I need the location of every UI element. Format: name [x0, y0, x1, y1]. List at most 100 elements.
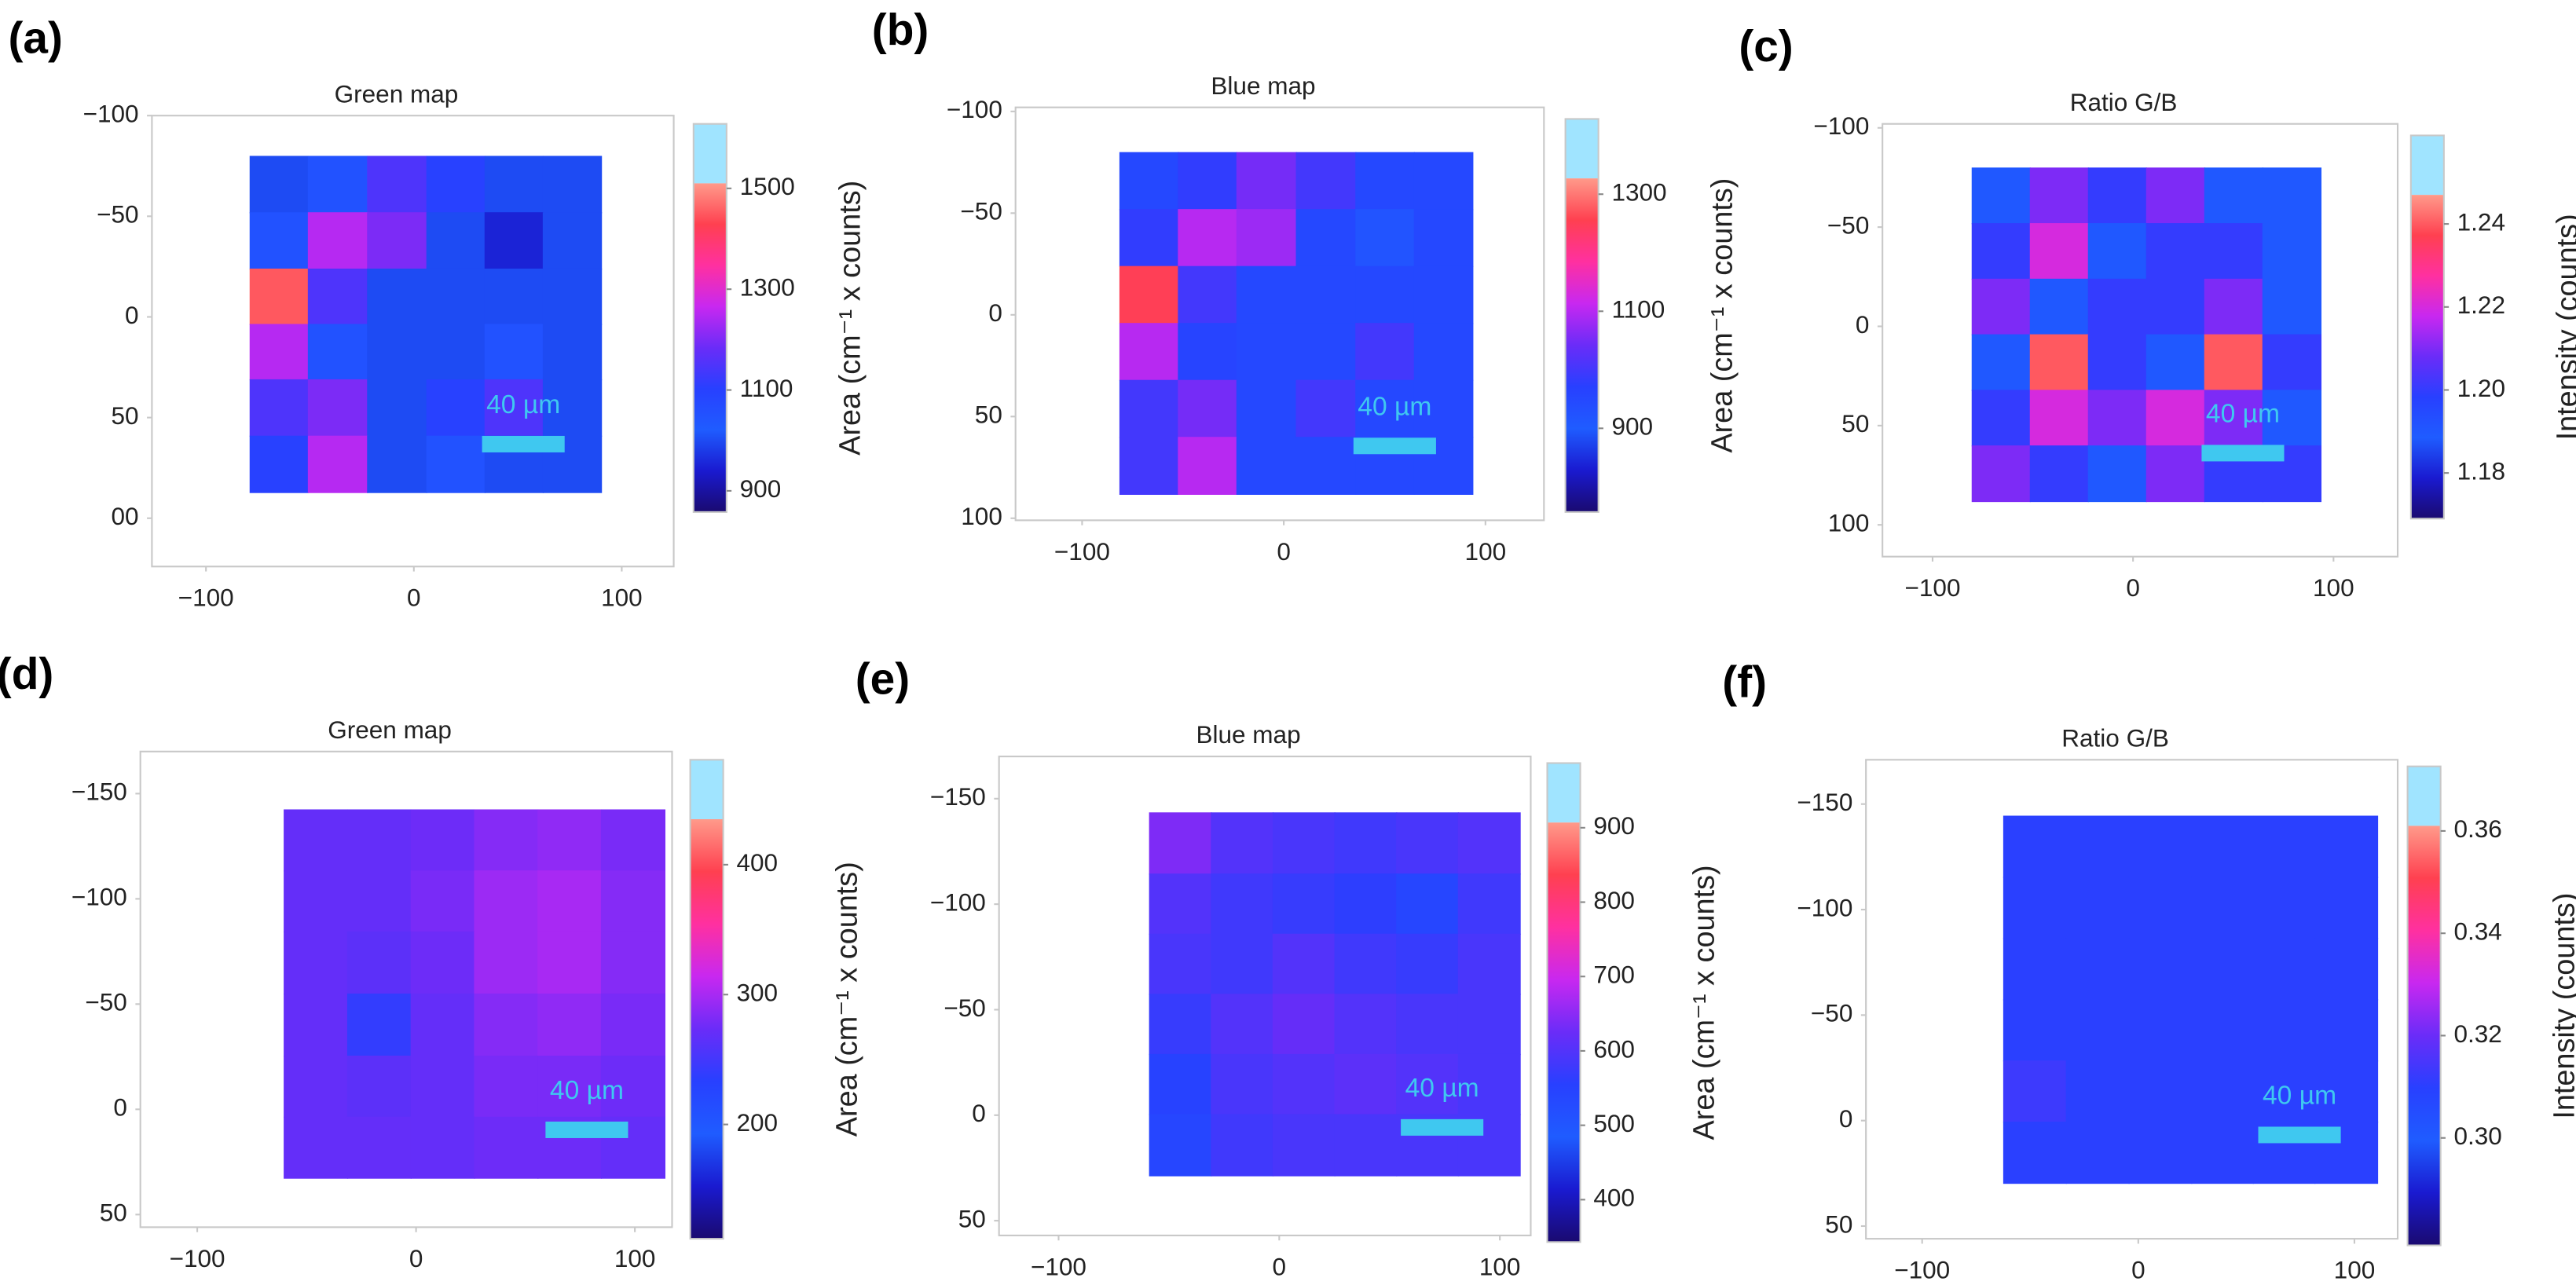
annotation: 40 µm — [1405, 1074, 1479, 1103]
y-tick-label: 50 — [100, 1199, 127, 1227]
heatmap-cell — [1355, 265, 1415, 324]
heatmap-cell — [1295, 379, 1357, 438]
heatmap-cell — [426, 379, 486, 437]
colorbar-tick-label: 900 — [1611, 412, 1653, 441]
heatmap-cell — [1211, 1114, 1274, 1177]
panel-label: (e) — [856, 654, 910, 704]
y-tick-label: −50 — [960, 197, 1002, 225]
y-tick-label: 50 — [112, 401, 139, 430]
colorbar-tick-label: 900 — [1593, 811, 1635, 840]
heatmap-cell — [1119, 209, 1179, 267]
colorbar-tick-label: 400 — [736, 848, 778, 877]
colorbar — [1565, 178, 1599, 512]
heatmap-cell — [1355, 209, 1415, 267]
y-tick-label: 50 — [958, 1204, 986, 1232]
scale-bar — [482, 435, 565, 452]
heatmap-cell — [2087, 445, 2148, 503]
y-tick-label: 0 — [1856, 310, 1870, 339]
heatmap-cell — [1355, 379, 1415, 438]
heatmap-cell — [2262, 334, 2322, 391]
heatmap-cell — [1149, 994, 1212, 1056]
x-tick-label: 100 — [2313, 573, 2354, 602]
colorbar-tick-label: 200 — [736, 1108, 778, 1137]
panel-label: (b) — [872, 5, 929, 55]
heatmap-cell — [2003, 999, 2067, 1062]
heatmap-cell — [2087, 334, 2148, 391]
heatmap-cell — [249, 268, 310, 325]
colorbar-tick-label: 1100 — [740, 374, 793, 402]
heatmap-cell — [1295, 437, 1357, 495]
x-tick-label: 0 — [2131, 1256, 2145, 1284]
heatmap-cell — [1413, 265, 1474, 324]
heatmap-cell — [1413, 323, 1474, 381]
heatmap-cell — [1178, 152, 1238, 211]
heatmap-cell — [474, 1056, 539, 1118]
heatmap — [249, 156, 603, 493]
heatmap-cell — [426, 156, 486, 214]
heatmap-cell — [2314, 877, 2379, 939]
colorbar-tick-label: 700 — [1593, 961, 1635, 989]
colorbar-label: Area (cm⁻¹ x counts) — [834, 181, 867, 456]
heatmap-cell — [1295, 209, 1357, 267]
heatmap-cell — [1211, 1053, 1274, 1115]
heatmap-cell — [1295, 152, 1357, 211]
heatmap-cell — [2191, 877, 2254, 939]
colorbar-over — [693, 123, 727, 184]
heatmap-cell — [484, 156, 544, 214]
heatmap-cell — [1971, 445, 2032, 503]
heatmap-cell — [2029, 445, 2090, 503]
scale-bar — [1401, 1118, 1484, 1136]
heatmap-cell — [410, 931, 475, 995]
colorbar-tick-label: 1100 — [1611, 295, 1665, 324]
heatmap-cell — [2128, 815, 2193, 878]
heatmap-cell — [2087, 278, 2148, 335]
heatmap-cell — [542, 379, 603, 437]
x-tick-label: −100 — [1904, 573, 1960, 602]
y-tick-label: 0 — [125, 301, 139, 329]
heatmap-cell — [1413, 152, 1474, 211]
y-tick-label: 100 — [961, 502, 1002, 530]
heatmap-cell — [284, 1056, 349, 1118]
panel: (c) Ratio G/B 40 µm −100 0 100 −100 −50 0 50 100 1.… — [1739, 22, 2576, 602]
y-tick-label: 50 — [975, 401, 1002, 429]
heatmap-cell — [2128, 1060, 2193, 1123]
heatmap-cell — [474, 1116, 539, 1179]
colorbar-tick-label: 800 — [1593, 886, 1635, 914]
colorbar-tick-label: 1.24 — [2457, 207, 2505, 236]
heatmap-cell — [2029, 167, 2090, 225]
heatmap-cell — [1457, 994, 1521, 1056]
heatmap-cell — [2262, 278, 2322, 335]
heatmap-cell — [2003, 1122, 2067, 1184]
heatmap-cell — [249, 379, 310, 437]
heatmap-cell — [2191, 938, 2254, 1001]
heatmap-cell — [474, 870, 539, 933]
heatmap-cell — [542, 324, 603, 381]
y-tick-label: 0 — [113, 1093, 127, 1122]
heatmap-cell — [2087, 390, 2148, 447]
heatmap-cell — [2065, 999, 2130, 1062]
heatmap-cell — [346, 809, 412, 872]
chart-title: Ratio G/B — [2070, 88, 2178, 116]
heatmap-cell — [2252, 938, 2316, 1001]
y-tick-label: 00 — [112, 502, 139, 530]
chart-title: Ratio G/B — [2061, 723, 2169, 752]
heatmap-cell — [346, 1116, 412, 1179]
y-tick-label: −50 — [1827, 211, 1869, 239]
heatmap-cell — [2003, 938, 2067, 1001]
heatmap-cell — [1149, 933, 1212, 995]
heatmap-cell — [1272, 1114, 1336, 1177]
heatmap-cell — [600, 809, 665, 872]
annotation: 40 µm — [1358, 392, 1431, 421]
heatmap-cell — [307, 435, 368, 493]
heatmap-cell — [2128, 1122, 2193, 1184]
heatmap-cell — [2252, 815, 2316, 878]
y-tick-label: 50 — [1825, 1210, 1852, 1238]
heatmap-cell — [2065, 815, 2130, 878]
heatmap-cell — [1149, 873, 1212, 935]
heatmap-cell — [2145, 278, 2206, 335]
colorbar-tick-label: 1300 — [1611, 178, 1666, 207]
heatmap-cell — [1334, 873, 1398, 935]
heatmap-cell — [542, 268, 603, 325]
heatmap-cell — [2128, 877, 2193, 939]
heatmap-cell — [284, 809, 349, 872]
